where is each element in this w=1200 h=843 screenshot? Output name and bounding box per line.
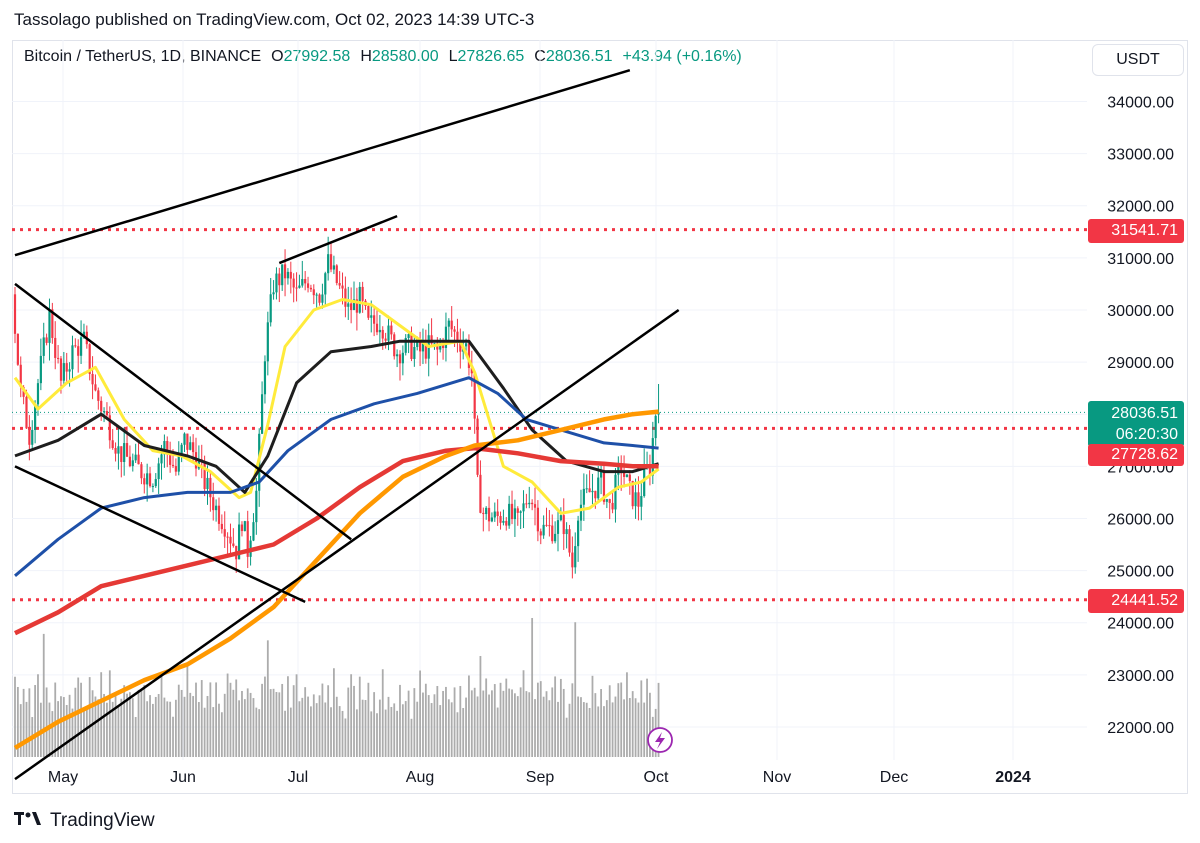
symbol-title[interactable]: Bitcoin / TetherUS, 1D, BINANCE [24, 48, 262, 65]
close-value: C28036.51 [534, 48, 613, 65]
chart-frame[interactable] [12, 40, 1188, 794]
tradingview-logo-icon [14, 810, 44, 832]
level-tag-mid: 27728.62 [1088, 444, 1184, 466]
currency-button[interactable]: USDT [1092, 44, 1184, 76]
high-value: H28580.00 [360, 48, 439, 65]
open-value: O27992.58 [271, 48, 351, 65]
level-tag-lower: 24441.52 [1088, 589, 1184, 613]
last-price-value: 28036.51 [1111, 405, 1178, 422]
ohlc-legend: Bitcoin / TetherUS, 1D, BINANCE O27992.5… [24, 48, 742, 66]
footer-brand[interactable]: TradingView [14, 810, 155, 832]
publish-header: Tassolago published on TradingView.com, … [14, 10, 535, 29]
level-tag-upper: 31541.71 [1088, 219, 1184, 243]
low-value: L27826.65 [448, 48, 525, 65]
brand-name: TradingView [50, 810, 155, 831]
last-price-tag: 28036.51 06:20:30 [1088, 401, 1184, 447]
bar-countdown: 06:20:30 [1115, 426, 1178, 443]
change-value: +43.94 (+0.16%) [622, 48, 742, 65]
